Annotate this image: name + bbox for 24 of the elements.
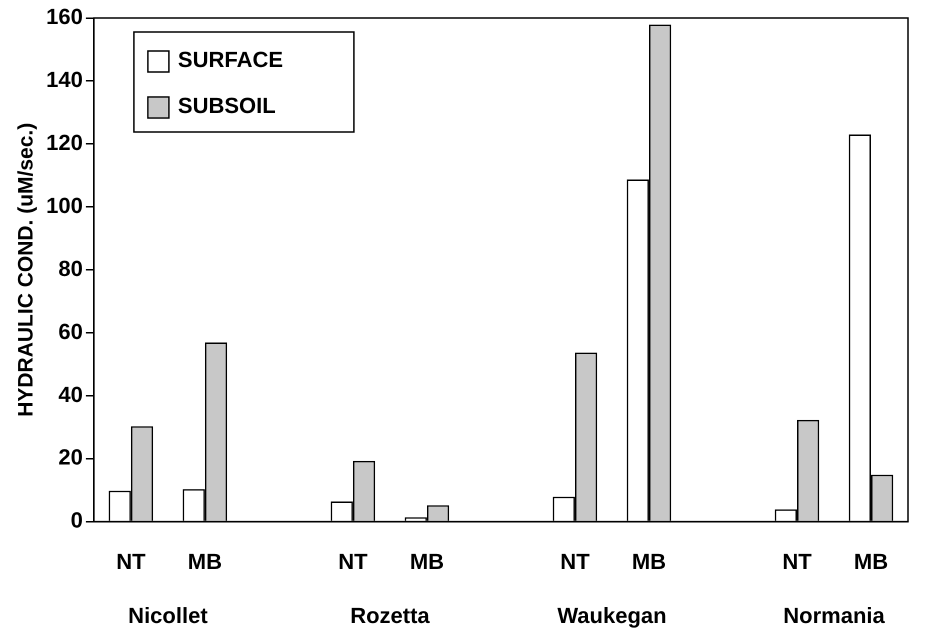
legend-label: SURFACE [178, 47, 284, 72]
legend-label: SUBSOIL [178, 93, 276, 118]
y-tick-label: 40 [58, 382, 83, 407]
x-tick-label: MB [410, 548, 444, 574]
y-tick-label: 20 [58, 444, 83, 470]
y-tick-label: 60 [58, 318, 83, 344]
text: Waukegan [557, 603, 667, 628]
y-tick-label: 100 [46, 192, 83, 218]
text: Rozetta [350, 603, 430, 628]
text: Normania [783, 603, 886, 628]
x-tick-label: MB [632, 548, 666, 574]
x-tick-label: NT [782, 548, 812, 574]
y-tick-label: 0 [70, 508, 83, 533]
x-tick-label: MB [854, 548, 888, 574]
y-tick-label: 120 [46, 130, 83, 155]
x-tick-label: MB [188, 548, 222, 574]
text: Nicollet [128, 603, 208, 628]
x-tick-label: NT [116, 548, 146, 574]
y-tick-label: 80 [58, 256, 83, 281]
y-tick-label: 140 [46, 67, 83, 92]
x-tick-label: NT [560, 548, 590, 574]
y-axis-title: HYDRAULIC COND. (uM/sec.) [14, 122, 38, 417]
x-tick-label: NT [338, 548, 368, 574]
y-tick-label: 160 [46, 4, 83, 30]
